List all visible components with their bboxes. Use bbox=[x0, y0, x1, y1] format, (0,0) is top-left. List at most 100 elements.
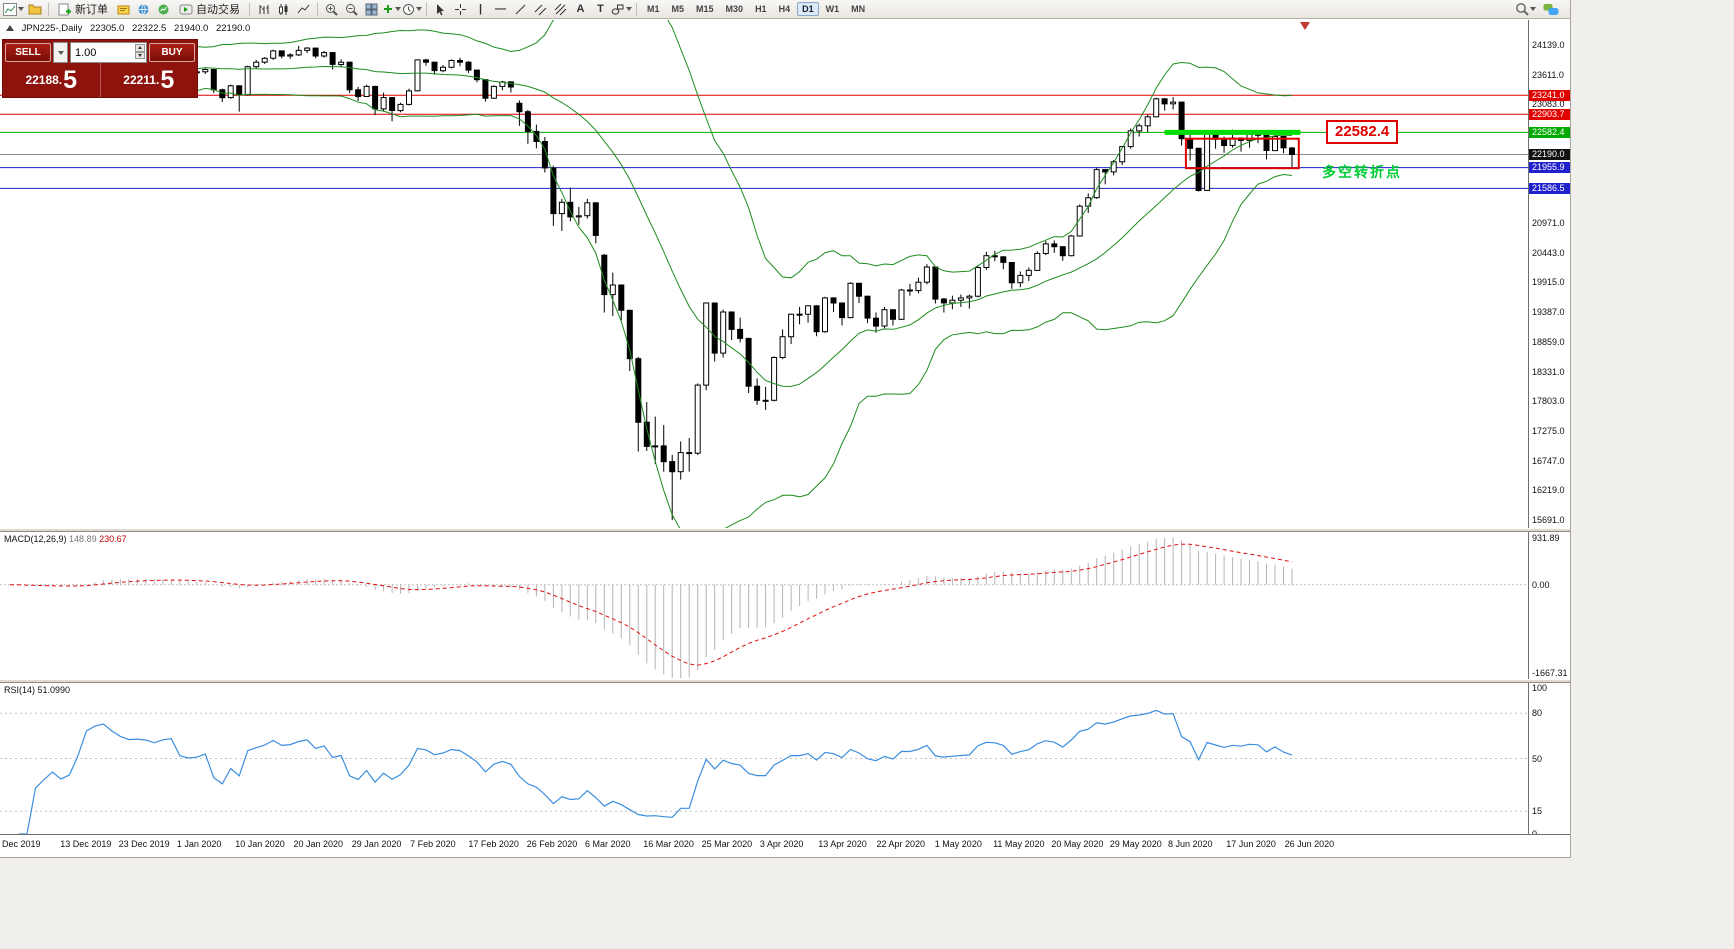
fibonacci-tool-button[interactable] bbox=[551, 1, 570, 18]
zoom-out-button[interactable] bbox=[342, 1, 361, 18]
sell-button[interactable]: SELL bbox=[5, 43, 51, 62]
volume-decrease-button[interactable] bbox=[135, 51, 145, 59]
price-axis[interactable]: 24139.0 23611.0 23083.0 20971.0 20443.0 19915… bbox=[1528, 20, 1570, 839]
trade-panel-prices: 22188. 5 22211. 5 bbox=[3, 63, 197, 97]
trendline-tool-button[interactable] bbox=[511, 1, 530, 18]
timeframe-button-H1[interactable]: H1 bbox=[755, 4, 767, 14]
new-chart-icon bbox=[3, 2, 17, 16]
volume-spinner bbox=[135, 44, 145, 59]
channel-icon bbox=[534, 4, 547, 15]
autotrading-icon bbox=[179, 4, 193, 14]
chevron-down-icon bbox=[1530, 7, 1536, 11]
ohlc-low: 21940.0 bbox=[173, 23, 209, 34]
time-tick: 8 Jun 2020 bbox=[1168, 839, 1213, 849]
mt4-window: 新订单 自动交易 bbox=[0, 0, 1571, 858]
highlight-rectangle[interactable] bbox=[1184, 137, 1300, 170]
pane-divider[interactable] bbox=[0, 679, 1570, 683]
sell-price[interactable]: 22188. 5 bbox=[3, 63, 101, 97]
cursor-tool-button[interactable] bbox=[431, 1, 450, 18]
autotrading-button[interactable]: 自动交易 bbox=[174, 1, 245, 18]
community-chat-button[interactable] bbox=[1541, 1, 1560, 18]
macd-pane[interactable] bbox=[0, 532, 1528, 679]
volume-preset-dropdown[interactable] bbox=[53, 42, 68, 63]
cursor-icon bbox=[437, 3, 444, 15]
text-tool-button[interactable]: A bbox=[571, 1, 590, 18]
profiles-button[interactable] bbox=[25, 1, 44, 18]
price-tick: 18331.0 bbox=[1532, 366, 1565, 377]
bar-chart-button[interactable] bbox=[254, 1, 273, 18]
vertical-line-tool-button[interactable]: | bbox=[471, 1, 490, 18]
text-label-tool-button[interactable]: T bbox=[591, 1, 610, 18]
price-level-label: 22903.7 bbox=[1529, 108, 1570, 120]
new-order-icon bbox=[58, 3, 71, 15]
timeframe-button-D1[interactable]: D1 bbox=[797, 2, 819, 16]
chevron-down-icon bbox=[18, 7, 24, 11]
volume-input[interactable] bbox=[71, 45, 146, 60]
price-chart-pane[interactable] bbox=[0, 20, 1528, 528]
price-tick: 20443.0 bbox=[1532, 247, 1565, 258]
macd-axis-label: -1667.31 bbox=[1532, 668, 1568, 678]
timeframe-button-M30[interactable]: M30 bbox=[725, 4, 744, 14]
time-tick: 22 Apr 2020 bbox=[876, 839, 926, 849]
rsi-axis-label: 15 bbox=[1532, 806, 1543, 817]
timeframe-button-M5[interactable]: M5 bbox=[671, 4, 685, 14]
horizontal-line-tool-button[interactable]: — bbox=[491, 1, 510, 18]
time-axis[interactable]: Dec 2019 13 Dec 2019 23 Dec 2019 1 Jan 2020… bbox=[0, 834, 1570, 857]
price-tick: 19915.0 bbox=[1532, 277, 1565, 288]
indicators-button[interactable] bbox=[382, 1, 401, 18]
price-tick: 16747.0 bbox=[1532, 455, 1565, 466]
text-tool-icon: A bbox=[576, 3, 585, 15]
timeframe-button-M15[interactable]: M15 bbox=[696, 4, 714, 14]
buy-button[interactable]: BUY bbox=[149, 43, 195, 62]
rsi-pane[interactable] bbox=[0, 683, 1528, 834]
time-tick: 17 Jun 2020 bbox=[1226, 839, 1276, 849]
price-tick: 18859.0 bbox=[1532, 336, 1565, 347]
timeframe-button-W1[interactable]: W1 bbox=[825, 4, 840, 14]
crosshair-tool-button[interactable] bbox=[451, 1, 470, 18]
new-chart-button[interactable] bbox=[3, 1, 24, 18]
chart-shift-marker-icon[interactable] bbox=[1300, 22, 1310, 30]
candlestick-chart-button[interactable] bbox=[274, 1, 293, 18]
market-globe-icon bbox=[138, 3, 149, 15]
price-level-label: 23241.0 bbox=[1529, 89, 1570, 101]
signals-button[interactable] bbox=[154, 1, 173, 18]
time-tick: 6 Mar 2020 bbox=[585, 839, 631, 849]
time-tick: 20 May 2020 bbox=[1051, 839, 1104, 849]
price-tick: 15691.0 bbox=[1532, 515, 1565, 526]
pane-divider[interactable] bbox=[0, 528, 1570, 532]
time-tick: 29 May 2020 bbox=[1109, 839, 1162, 849]
rsi-value: 51.0990 bbox=[37, 685, 71, 695]
shapes-tool-button[interactable] bbox=[611, 1, 632, 18]
metaeditor-button[interactable] bbox=[114, 1, 133, 18]
toolbar-separator bbox=[249, 2, 250, 16]
new-order-button[interactable]: 新订单 bbox=[53, 1, 113, 18]
buy-price[interactable]: 22211. 5 bbox=[123, 65, 175, 94]
chevron-down-icon bbox=[626, 7, 632, 11]
line-chart-icon bbox=[297, 4, 310, 13]
price-tick: 17803.0 bbox=[1532, 396, 1565, 407]
price-tick: 17275.0 bbox=[1532, 426, 1565, 436]
line-chart-button[interactable] bbox=[294, 1, 313, 18]
timeframe-button-H4[interactable]: H4 bbox=[778, 4, 791, 14]
macd-label: MACD(12,26,9) 148.89 230.67 bbox=[4, 534, 127, 544]
ohlc-open: 22305.0 bbox=[90, 23, 125, 34]
tile-windows-button[interactable] bbox=[362, 1, 381, 18]
timeframe-button-M1[interactable]: M1 bbox=[647, 4, 660, 14]
toolbar-separator bbox=[48, 2, 49, 16]
channel-tool-button[interactable] bbox=[531, 1, 550, 18]
zoom-in-button[interactable] bbox=[322, 1, 341, 18]
tile-windows-icon bbox=[365, 3, 378, 15]
price-level-label: 21586.5 bbox=[1529, 182, 1570, 194]
toolbar-separator bbox=[636, 2, 637, 16]
volume-increase-button[interactable] bbox=[135, 44, 145, 52]
one-click-toggle-icon[interactable] bbox=[6, 25, 14, 31]
periods-button[interactable] bbox=[402, 1, 422, 18]
timeframe-button-MN[interactable]: MN bbox=[851, 4, 866, 14]
trendline-icon bbox=[515, 4, 526, 14]
zoom-in-icon bbox=[326, 3, 338, 16]
price-tick: 16219.0 bbox=[1532, 485, 1565, 496]
market-button[interactable] bbox=[134, 1, 153, 18]
symbol-search-button[interactable] bbox=[1515, 1, 1536, 18]
time-tick: 1 May 2020 bbox=[934, 839, 982, 849]
price-tick: 23611.0 bbox=[1532, 69, 1564, 80]
